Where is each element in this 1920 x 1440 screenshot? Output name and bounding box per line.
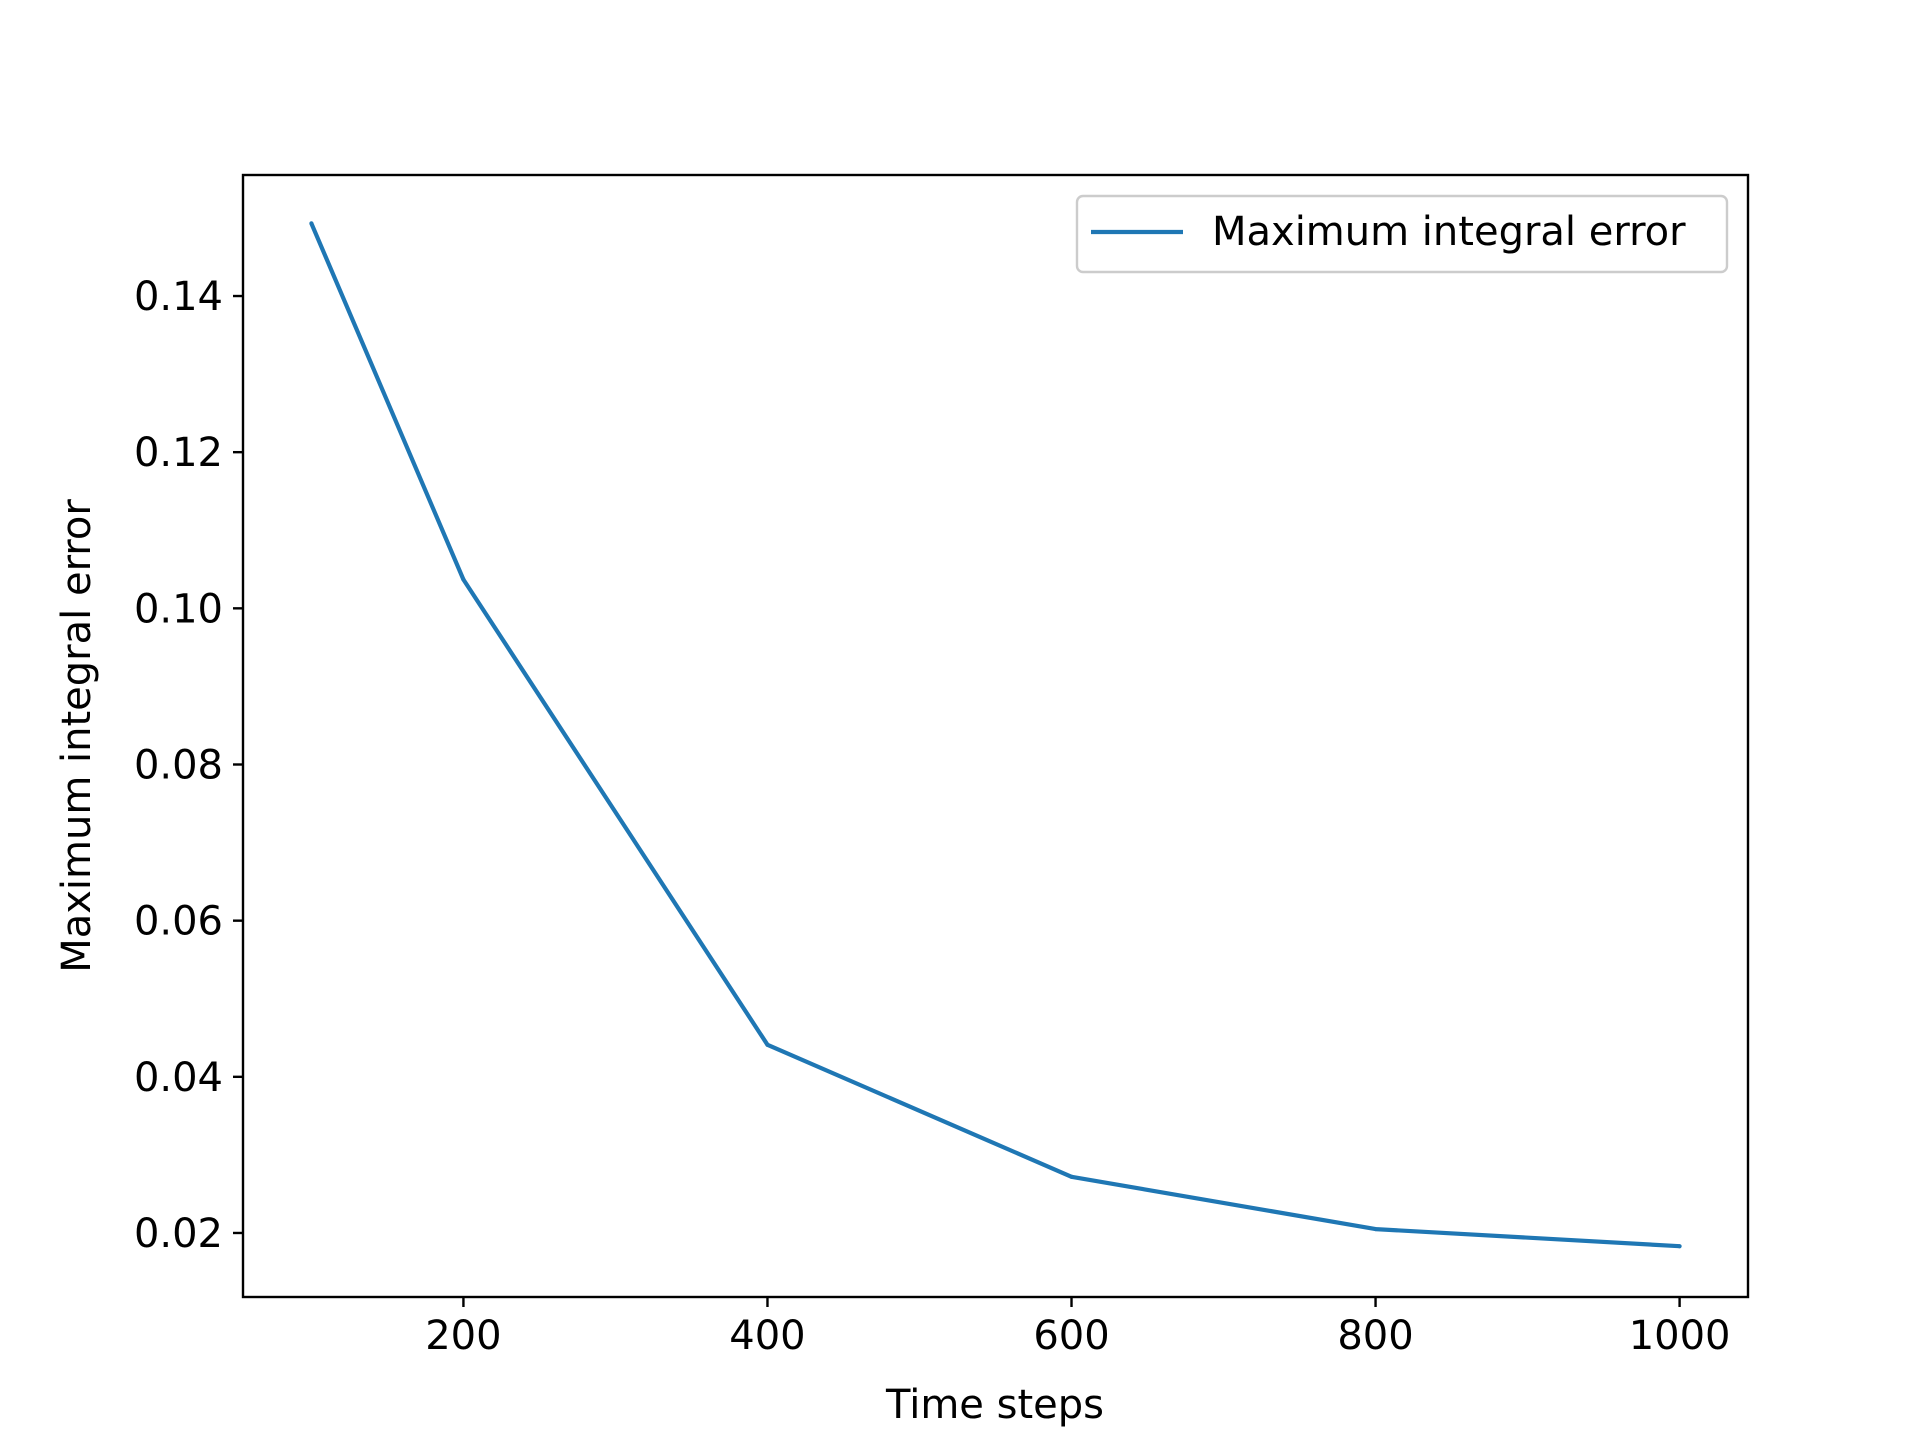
- data-point: [1373, 1226, 1378, 1232]
- series-line-maximum-integral-error: [309, 222, 1680, 1249]
- data-point: [1069, 1174, 1074, 1179]
- ticks-group: 200 400 600 800 1000 0.02 0.04 0.06 0.08 0.10 0.12…: [134, 274, 1731, 1359]
- legend-box: [1075, 194, 1729, 274]
- data-point: [765, 1042, 770, 1047]
- y-tick-label: 0.06: [134, 899, 223, 945]
- plot-frame: [241, 173, 1750, 1299]
- x-tick-label: 600: [1033, 1313, 1109, 1359]
- y-tick-label: 0.04: [134, 1055, 223, 1101]
- data-point: [461, 577, 466, 582]
- x-axis-label: Time steps: [885, 1382, 1104, 1428]
- data-point: [309, 221, 314, 226]
- x-tick-label: 400: [729, 1313, 805, 1359]
- data-point: [1677, 1244, 1682, 1249]
- legend-label-maximum-integral-error: Maximum integral error: [1212, 209, 1686, 255]
- y-tick-label: 0.10: [134, 586, 223, 632]
- x-tick-label: 200: [425, 1313, 501, 1359]
- x-tick-label: 800: [1337, 1313, 1413, 1359]
- series-group: [309, 221, 1682, 1249]
- x-tick-label: 1000: [1629, 1313, 1731, 1359]
- y-tick-label: 0.02: [134, 1211, 223, 1257]
- y-tick-label: 0.08: [134, 742, 223, 788]
- y-axis-label: Maximum integral error: [54, 499, 100, 973]
- y-tick-label: 0.12: [134, 430, 223, 476]
- legend: Maximum integral error: [1075, 194, 1729, 274]
- y-tick-label: 0.14: [134, 274, 223, 320]
